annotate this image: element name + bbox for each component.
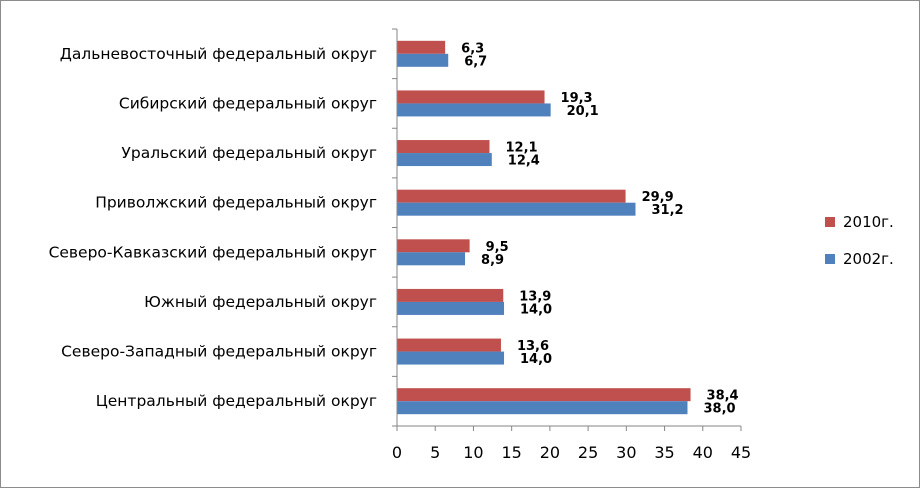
x-tick-label: 15 bbox=[501, 443, 521, 462]
data-label: 14,0 bbox=[520, 302, 552, 317]
data-label: 38,0 bbox=[703, 402, 735, 417]
legend-swatch bbox=[825, 217, 835, 227]
x-tick-label: 25 bbox=[578, 443, 598, 462]
x-tick-label: 5 bbox=[430, 443, 440, 462]
bars bbox=[397, 40, 691, 415]
bar-series-1 bbox=[397, 189, 626, 203]
data-label: 31,2 bbox=[652, 203, 684, 218]
data-label: 8,9 bbox=[481, 253, 504, 268]
category-label: Северо-Кавказский федеральный округ bbox=[49, 243, 377, 261]
bar-series-2 bbox=[397, 252, 466, 266]
data-label: 12,4 bbox=[508, 154, 540, 169]
bar-series-1 bbox=[397, 388, 691, 402]
data-labels: 38,438,013,614,013,914,09,58,929,931,212… bbox=[461, 41, 738, 416]
legend: 2010г. 2002г. bbox=[825, 213, 894, 268]
data-label: 12,1 bbox=[505, 141, 537, 156]
x-tick-label: 20 bbox=[540, 443, 560, 462]
category-label: Дальневосточный федеральный округ bbox=[60, 45, 377, 63]
data-label: 19,3 bbox=[561, 91, 593, 106]
bar-series-1 bbox=[397, 40, 446, 54]
x-tick-label: 10 bbox=[463, 443, 483, 462]
bar-series-1 bbox=[397, 239, 470, 253]
data-label: 14,0 bbox=[520, 352, 552, 367]
data-label: 20,1 bbox=[567, 104, 599, 119]
legend-swatch bbox=[825, 254, 835, 264]
category-label: Северо-Западный федеральный округ bbox=[61, 343, 377, 361]
category-labels: Центральный федеральный округ Северо-Запа… bbox=[49, 45, 377, 410]
bar-series-1 bbox=[397, 90, 545, 104]
axes: 0 5 10 15 20 25 30 35 40 45 bbox=[392, 28, 751, 462]
category-label: Сибирский федеральный округ bbox=[119, 94, 377, 112]
category-label: Уральский федеральный округ bbox=[121, 144, 377, 162]
x-tick-label: 40 bbox=[693, 443, 713, 462]
bar-series-2 bbox=[397, 103, 551, 117]
x-tick-label: 30 bbox=[616, 443, 636, 462]
x-tick-label: 35 bbox=[654, 443, 674, 462]
bar-series-1 bbox=[397, 140, 490, 154]
category-label: Приволжский федеральный округ bbox=[95, 194, 377, 212]
data-label: 29,9 bbox=[642, 190, 674, 205]
bar-series-1 bbox=[397, 288, 504, 302]
data-label: 13,9 bbox=[519, 289, 551, 304]
bar-series-2 bbox=[397, 202, 636, 216]
x-tick-label: 0 bbox=[392, 443, 402, 462]
category-label: Южный федеральный округ bbox=[144, 293, 377, 311]
category-label: Центральный федеральный округ bbox=[96, 392, 377, 410]
bar-series-1 bbox=[397, 338, 501, 352]
data-label: 13,6 bbox=[517, 339, 549, 354]
bar-series-2 bbox=[397, 53, 449, 67]
data-label: 6,7 bbox=[464, 54, 487, 69]
x-tick-label: 45 bbox=[731, 443, 751, 462]
bar-series-2 bbox=[397, 351, 505, 365]
legend-label: 2002г. bbox=[843, 250, 894, 268]
data-label: 38,4 bbox=[707, 389, 739, 404]
bar-series-2 bbox=[397, 301, 505, 315]
legend-label: 2010г. bbox=[843, 213, 894, 231]
bar-series-2 bbox=[397, 153, 492, 167]
data-label: 9,5 bbox=[486, 240, 509, 255]
bar-series-2 bbox=[397, 401, 688, 415]
data-label: 6,3 bbox=[461, 41, 484, 56]
